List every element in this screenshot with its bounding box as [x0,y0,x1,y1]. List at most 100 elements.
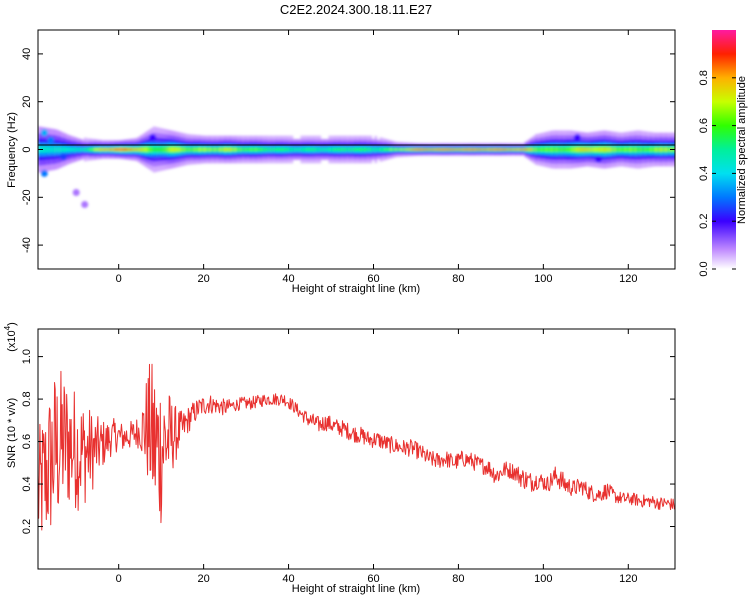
heatmap-cell [608,147,612,152]
x-tick-label: 80 [452,573,464,585]
heatmap-cell [277,147,281,151]
heatmap-cell [173,147,176,152]
heatmap-cell [267,147,271,151]
heatmap-cell [231,147,235,151]
heatmap-cell [302,147,306,151]
heatmap-cell [341,147,345,151]
heatmap-cell [241,147,245,151]
heatmap-cell [188,147,192,152]
heatmap-cell [285,147,289,151]
heatmap-cell [142,147,146,152]
heatmap-cell [53,146,57,153]
heatmap-cell [381,148,385,151]
heatmap-cell [649,147,653,152]
x-tick-label: 120 [619,273,637,285]
heatmap-cell [292,147,296,151]
heatmap-cell [506,148,510,151]
heatmap-cell [539,147,543,152]
heatmap-cell [524,148,528,151]
heatmap-blob [81,200,89,208]
heatmap-cell [552,147,556,152]
heatmap-cell [48,146,52,153]
heatmap-cell [180,147,184,152]
heatmap-cell [331,147,334,151]
heatmap-cell [236,147,240,151]
heatmap-cell [532,148,536,151]
heatmap-cell [432,148,436,151]
colorbar-tick-label: 0.2 [698,214,710,229]
heatmap-cell [631,147,635,152]
heatmap-cell [325,147,329,151]
heatmap-cell [466,148,470,151]
y-tick-label: -40 [21,237,33,253]
y-tick-label: 0.2 [21,519,33,534]
heatmap-cell [190,147,194,152]
heatmap-cell [60,146,64,153]
heatmap-cell [371,147,375,151]
heatmap-cell [50,146,54,153]
heatmap-cell [315,147,319,151]
heatmap-cell [264,147,268,151]
heatmap-cell [529,148,533,151]
snr-frame [37,328,676,570]
heatmap-cell [575,147,579,152]
heatmap-cell [514,148,518,151]
heatmap-cell [124,148,128,151]
heatmap-cell [88,148,92,151]
heatmap-cell [596,147,599,152]
heatmap-cell [287,147,291,151]
heatmap-cell [588,147,592,152]
heatmap-cell [550,147,554,152]
heatmap-cell [519,148,523,151]
heatmap-cell [129,148,133,151]
heatmap-cell [603,147,607,152]
snr-multiplier-base: (x10 [6,330,18,351]
heatmap-cell [152,146,156,153]
heatmap-cell [644,147,648,152]
heatmap-cell [636,147,640,152]
y-tick-label: 40 [21,48,33,60]
heatmap-cell [557,147,561,152]
heatmap-cell [114,148,118,151]
y-tick-label: 0.8 [21,391,33,406]
heatmap-cell [111,148,115,151]
heatmap-cell [629,147,633,152]
heatmap-cell [522,148,526,151]
y-tick-label: -20 [21,189,33,205]
heatmap-cell [379,148,383,151]
heatmap-cell [483,148,487,151]
heatmap-cell [562,147,566,152]
heatmap-cell [213,147,217,151]
heatmap-cell [99,148,103,151]
heatmap-cell [280,147,284,151]
heatmap-cell [404,148,408,151]
heatmap-cell [417,148,421,151]
heatmap-cell [440,148,444,151]
heatmap-cell [254,147,258,151]
heatmap-cell [430,148,434,151]
heatmap-cell [274,147,278,151]
heatmap-cell [101,148,105,151]
heatmap-cell [542,147,546,152]
heatmap-cell [399,148,403,151]
heatmap-cell [178,147,182,152]
heatmap-cell [593,147,597,152]
heatmap-cell [229,147,233,151]
snr-multiplier: (x104) [3,322,18,352]
heatmap-blob [149,134,157,142]
heatmap-cell [68,147,72,152]
heatmap-cell [119,148,123,151]
heatmap-cell [58,146,62,153]
heatmap-cell [667,147,671,152]
heatmap-cell [598,147,602,152]
heatmap-cell [613,147,617,152]
heatmap-cell [657,147,661,152]
x-tick-label: 60 [367,273,379,285]
heatmap-cell [343,147,347,151]
heatmap-cell [427,148,431,151]
heatmap-blob [40,169,48,177]
y-tick-label: 0 [21,146,33,152]
heatmap-cell [195,147,199,152]
heatmap-cell [402,148,406,151]
